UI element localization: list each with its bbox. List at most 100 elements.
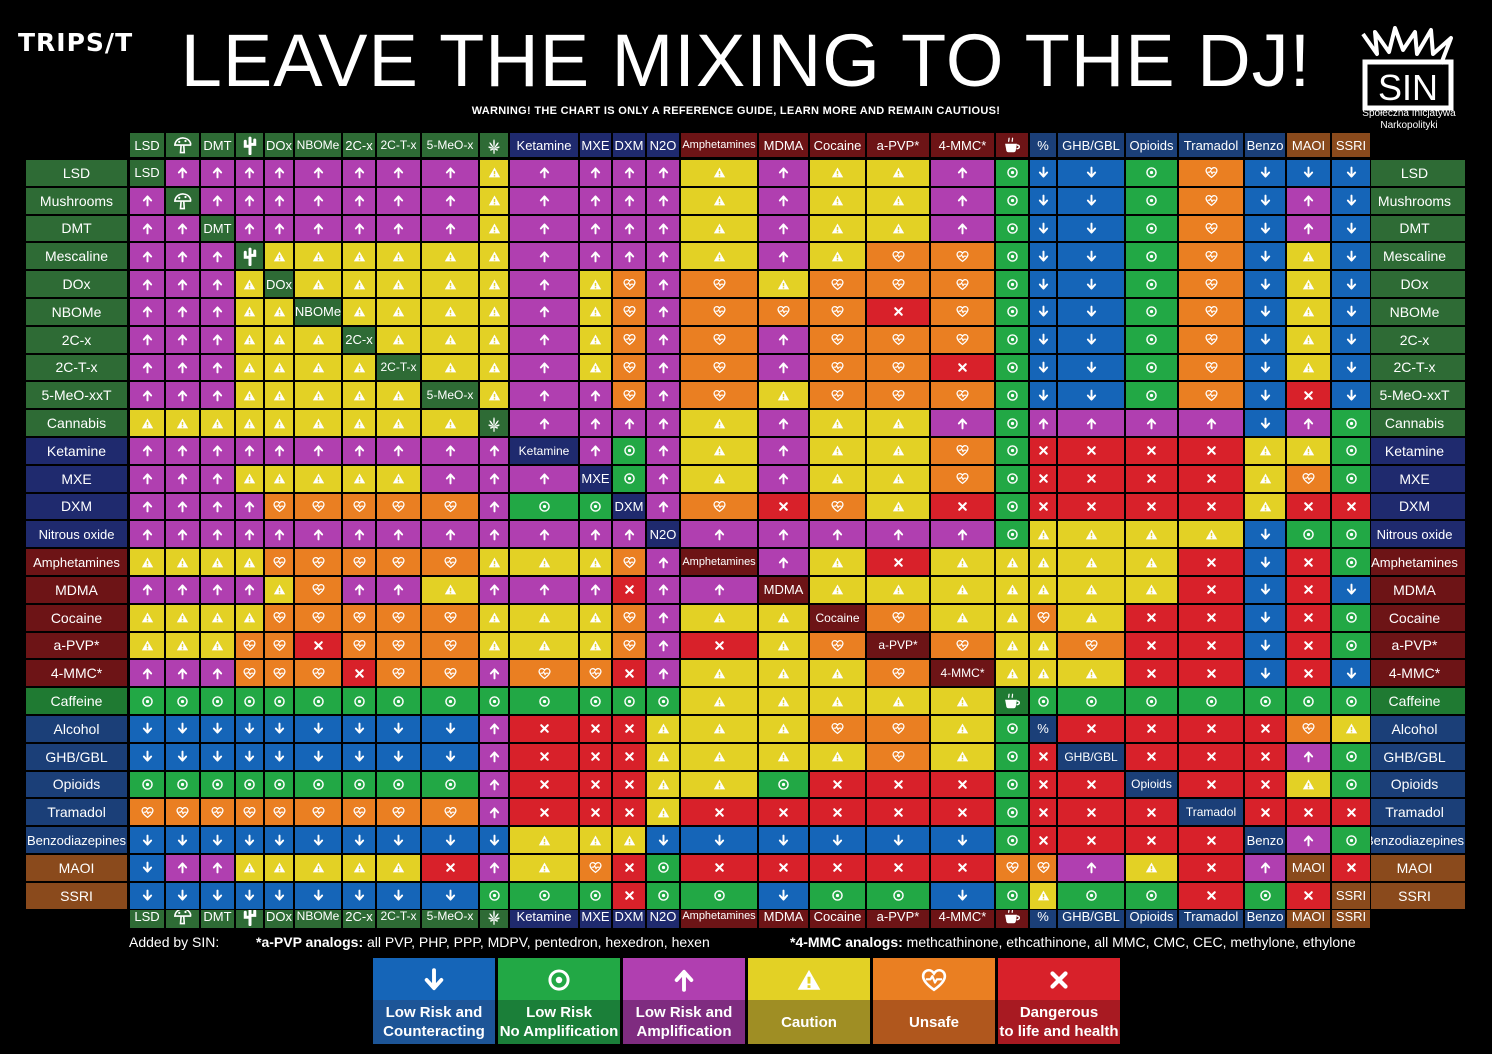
cross-icon (958, 807, 967, 817)
cell-2c-t-x-dxm (612, 353, 646, 382)
cell-caffeine-dxm (612, 687, 646, 715)
diagonal-label: NBOMe (294, 304, 342, 320)
heart-pulse-icon (1204, 361, 1218, 374)
legend-label-line1: Low Risk (526, 1004, 592, 1021)
row-label-left-5-meo-xxt: 5-MeO-xxT (25, 381, 128, 410)
cell-alcohol-benzo (1244, 715, 1286, 743)
cell-opioids-2c-t-x (376, 770, 421, 799)
cell-mdma-ssri (1331, 576, 1371, 604)
warning-icon (538, 557, 550, 567)
arrow-down-icon (1346, 167, 1356, 178)
cell-ketamine-benzo (1244, 437, 1286, 465)
arrow-down-icon (212, 834, 223, 846)
heart-pulse-icon (712, 361, 726, 374)
arrow-up-icon (778, 418, 789, 429)
cell-lsd-dxm (612, 159, 646, 187)
target-icon (657, 695, 669, 707)
arrow-up-icon (778, 445, 789, 457)
cell-mxe-4-mmc (930, 464, 995, 493)
heart-pulse-icon (352, 500, 366, 513)
arrow-up-icon (590, 195, 601, 207)
warning-icon (243, 473, 256, 484)
cell-ghb-gbl-benzo (1244, 742, 1286, 771)
heart-pulse-icon (622, 639, 636, 652)
cell-opioids-mdma (758, 770, 809, 799)
diagonal-label: MAOI (1291, 860, 1326, 876)
arrow-up-icon (142, 251, 152, 263)
warning-icon (1145, 557, 1158, 567)
diagonal-cell-2c-x: 2C-x (342, 325, 376, 354)
cell-dxm-2c-t-x (376, 492, 421, 521)
arrow-up-icon (590, 445, 601, 457)
arrow-up-icon (177, 306, 188, 318)
cell-alcohol-coffee-cup (995, 715, 1029, 743)
target-icon (1345, 779, 1357, 790)
legend-label-line2: Counteracting (383, 1023, 485, 1040)
cell-mushrooms-cannabis-leaf (479, 186, 509, 215)
cell-benzodiazepines-5-meo-x (421, 826, 479, 854)
heart-pulse-icon (243, 667, 256, 679)
cell-ssri-mushroom (165, 881, 200, 910)
cell-2c-t-x-dmt (200, 353, 235, 382)
cell-amphetamines-2c-x (342, 548, 376, 576)
cell-tramadol-dmt (200, 798, 235, 827)
cell-opioids-mxe (579, 770, 612, 799)
row-label-left-ketamine: Ketamine (25, 437, 128, 465)
warning-icon (956, 751, 969, 762)
cell-benzodiazepines-lsd (129, 826, 165, 854)
cross-icon (1206, 780, 1216, 789)
cell-ghb-gbl-mushroom (165, 742, 200, 771)
cell-5-meo-xxt-dmt (200, 381, 235, 410)
cell-dmt-cactus (235, 214, 264, 243)
target-icon (488, 695, 500, 707)
row-label-left-ghb-gbl: GHB/GBL (25, 742, 128, 771)
arrow-up-icon (778, 529, 789, 541)
cell-nitrous-oxide-nbome (294, 520, 342, 549)
heart-pulse-icon (622, 389, 636, 401)
arrow-up-icon (142, 584, 152, 596)
cell-benzodiazepines-cocaine (809, 826, 866, 854)
column-header-label: Ketamine (516, 137, 572, 153)
heart-pulse-icon (622, 361, 636, 374)
warning-icon (657, 723, 669, 734)
arrow-down-icon (1346, 361, 1356, 373)
cell-mushrooms-cactus (235, 186, 264, 215)
cell-dmt-amphetamines (680, 214, 758, 243)
arrow-up-icon (658, 668, 668, 680)
cell-mdma-benzo (1244, 576, 1286, 604)
heart-pulse-icon (831, 389, 844, 401)
warning-icon (1302, 251, 1315, 262)
cell-nbome-tramadol (1178, 298, 1244, 326)
warning-icon (392, 251, 405, 262)
cell-nitrous-oxide-ssri (1331, 520, 1371, 549)
cell-benzodiazepines-cannabis-leaf (479, 826, 509, 854)
cell-2c-x-a-pvp (866, 325, 930, 354)
target-icon (1006, 334, 1018, 345)
cell-mdma-2c-x (342, 576, 376, 604)
cell-dmt-a-pvp (866, 214, 930, 243)
cross-icon (1206, 641, 1216, 650)
arrow-up-icon (778, 334, 789, 346)
legend-item-low-risk-and-amplification: Low Risk and Amplification (622, 957, 746, 1045)
arrow-down-icon (1260, 222, 1270, 234)
arrow-up-icon (244, 445, 255, 457)
row-label-left-cocaine: Cocaine (25, 603, 128, 632)
heart-pulse-icon (1204, 250, 1218, 262)
cell-nitrous-oxide-5-meo-x (421, 520, 479, 549)
cactus-icon (243, 136, 256, 155)
cell-lsd-5-meo-x (421, 159, 479, 187)
cell-mxe-cactus (235, 464, 264, 493)
diagonal-cell-amphetamines: Amphetamines (680, 548, 758, 576)
arrow-down-icon (313, 750, 323, 762)
warning-icon (176, 640, 189, 651)
column-header-label: 2C-x (345, 908, 373, 924)
arrow-up-icon (778, 362, 789, 374)
heart-pulse-icon (1204, 306, 1218, 318)
heart-pulse-icon (956, 473, 969, 485)
cell-cannabis-maoi (1286, 409, 1331, 437)
cell-mushrooms-lsd (129, 186, 165, 215)
warning-icon (777, 696, 790, 706)
cell-tramadol-ketamine (509, 798, 579, 827)
cell-ketamine-amphetamines (680, 437, 758, 465)
cell-cocaine-ketamine (509, 603, 579, 632)
